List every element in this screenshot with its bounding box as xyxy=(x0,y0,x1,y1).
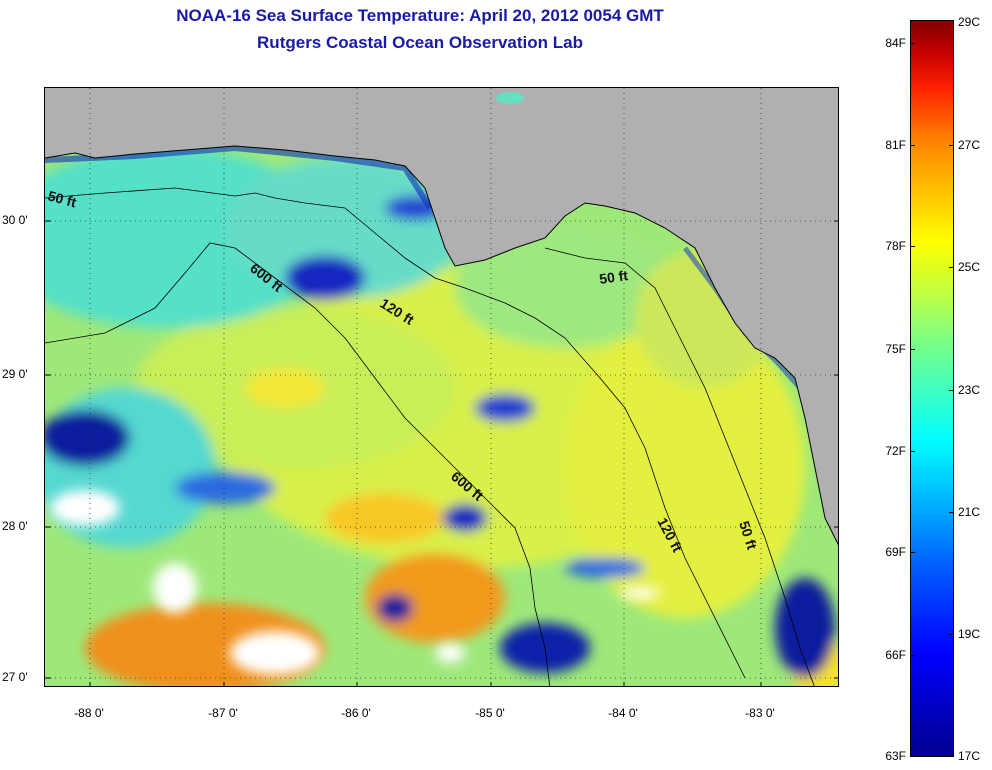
colorbar-f-75: 75F xyxy=(885,342,906,356)
lat-label-28: 28 0' xyxy=(2,519,28,533)
colorbar-tick xyxy=(910,451,915,452)
colorbar-tick xyxy=(910,145,915,146)
lon-label-83: -83 0' xyxy=(745,706,775,720)
coastline xyxy=(45,145,838,546)
colorbar-tick xyxy=(910,552,915,553)
colorbar-f-78: 78F xyxy=(885,239,906,253)
colorbar-c-21: 21C xyxy=(958,505,981,519)
colorbar-f-72: 72F xyxy=(885,444,906,458)
sea-surface xyxy=(45,146,838,686)
colorbar-tick xyxy=(910,349,915,350)
lon-label-88: -88 0' xyxy=(74,706,104,720)
colorbar-tick xyxy=(949,390,954,391)
island-patch xyxy=(496,92,524,104)
colorbar-c-25: 25C xyxy=(958,260,981,274)
colorbar-tick xyxy=(949,634,954,635)
lon-label-87: -87 0' xyxy=(208,706,238,720)
colorbar-tick xyxy=(949,267,954,268)
temperature-colorbar xyxy=(910,20,954,757)
map-title: NOAA-16 Sea Surface Temperature: April 2… xyxy=(176,6,664,25)
colorbar-tick xyxy=(949,512,954,513)
contour-600ft xyxy=(45,242,551,686)
colorbar-f-84: 84F xyxy=(885,36,906,50)
lat-label-27: 27 0' xyxy=(2,670,28,684)
colorbar-f-81: 81F xyxy=(885,138,906,152)
contour-120ft xyxy=(45,187,746,679)
colorbar-f-63: 63F xyxy=(885,749,906,763)
colorbar-tick xyxy=(910,246,915,247)
map-subtitle: Rutgers Coastal Ocean Observation Lab xyxy=(257,33,583,52)
sst-map: 50 ft 600 ft 120 ft 50 ft 600 ft 120 ft … xyxy=(44,87,839,687)
contour-label-50ft-north: 50 ft xyxy=(598,267,629,287)
colorbar-c-29: 29C xyxy=(958,15,981,29)
colorbar-c-27: 27C xyxy=(958,138,981,152)
contour-50ft-east xyxy=(544,247,815,686)
colorbar-tick xyxy=(910,655,915,656)
contour-label-50ft-west: 50 ft xyxy=(46,187,78,210)
sst-map-canvas: 50 ft 600 ft 120 ft 50 ft 600 ft 120 ft … xyxy=(45,88,838,686)
colorbar-f-69: 69F xyxy=(885,545,906,559)
axis-ticks xyxy=(45,220,838,686)
graticule xyxy=(45,88,838,686)
colorbar-c-17: 17C xyxy=(958,749,981,763)
colorbar-c-23: 23C xyxy=(958,383,981,397)
colorbar-c-19: 19C xyxy=(958,627,981,641)
colorbar-tick xyxy=(910,43,915,44)
lon-label-84: -84 0' xyxy=(608,706,638,720)
lon-label-85: -85 0' xyxy=(475,706,505,720)
colorbar-tick xyxy=(949,145,954,146)
lon-label-86: -86 0' xyxy=(341,706,371,720)
colorbar-f-66: 66F xyxy=(885,648,906,662)
lat-label-29: 29 0' xyxy=(2,367,28,381)
lat-label-30: 30 0' xyxy=(2,213,28,227)
